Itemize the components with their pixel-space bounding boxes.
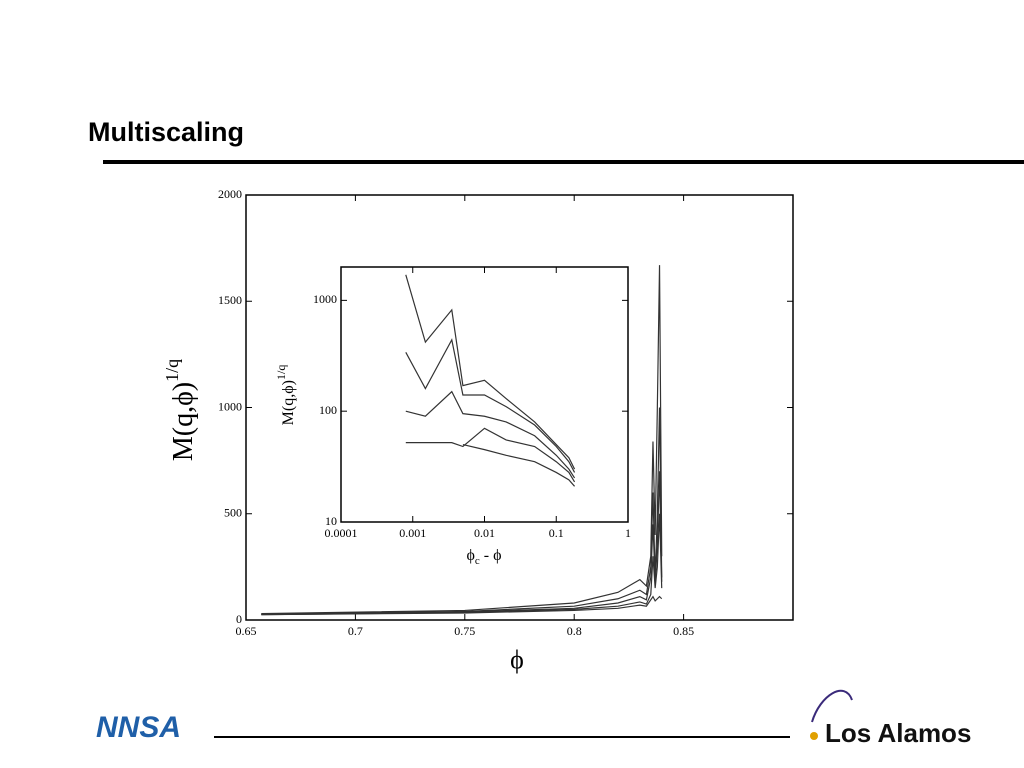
- x-tick-label: 0.75: [454, 624, 475, 638]
- series-line: [405, 390, 576, 479]
- series-line: [261, 513, 663, 616]
- los-alamos-dot: [810, 732, 818, 740]
- los-alamos-swoosh: [811, 689, 853, 723]
- x-tick-label: 0.1: [549, 526, 564, 540]
- series-line: [405, 274, 576, 470]
- x-tick-label: 0.65: [236, 624, 257, 638]
- y-tick-label: 1500: [218, 293, 242, 307]
- x-tick-label: 0.001: [399, 526, 426, 540]
- series-line: [462, 443, 576, 487]
- y-tick-label: 100: [319, 403, 337, 417]
- series-line: [405, 338, 576, 473]
- slide-title: Multiscaling: [88, 117, 244, 147]
- x-tick-label: 0.85: [673, 624, 694, 638]
- nnsa-logo: NNSA: [96, 711, 181, 744]
- inset-x-label: ϕc - ϕ: [466, 547, 501, 567]
- title-rule: [103, 160, 1024, 164]
- main-y-label: M(q,ϕ)1/q: [162, 359, 199, 461]
- x-tick-label: 0.01: [474, 526, 495, 540]
- x-label-suffix: - ϕ: [484, 547, 502, 564]
- y-tick-label: 1000: [313, 292, 337, 306]
- series-line: [261, 407, 663, 615]
- y-tick-label: 2000: [218, 187, 242, 201]
- los-alamos-logo: Los Alamos: [825, 718, 971, 748]
- series-line: [405, 427, 576, 483]
- series-line: [261, 471, 663, 615]
- x-tick-label: 0.7: [348, 624, 363, 638]
- inset-y-label: M(q,ϕ)1/q: [274, 365, 297, 426]
- series-line: [261, 595, 663, 616]
- series-line: [261, 265, 663, 615]
- x-tick-label: 0.8: [567, 624, 582, 638]
- y-label-superscript: 1/q: [162, 359, 182, 382]
- x-tick-label: 0.0001: [325, 526, 358, 540]
- y-label-main: M(q,ϕ): [280, 380, 297, 425]
- y-tick-label: 1000: [218, 399, 242, 413]
- x-label-subscript: c: [475, 555, 480, 567]
- x-label-main: ϕ: [466, 547, 474, 564]
- y-tick-label: 500: [224, 506, 242, 520]
- x-tick-label: 1: [625, 526, 631, 540]
- y-tick-label: 10: [325, 514, 337, 528]
- y-label-main: M(q,ϕ): [168, 382, 199, 461]
- y-tick-label: 0: [236, 612, 242, 626]
- y-label-superscript: 1/q: [274, 365, 288, 380]
- main-x-label: ϕ: [510, 645, 524, 674]
